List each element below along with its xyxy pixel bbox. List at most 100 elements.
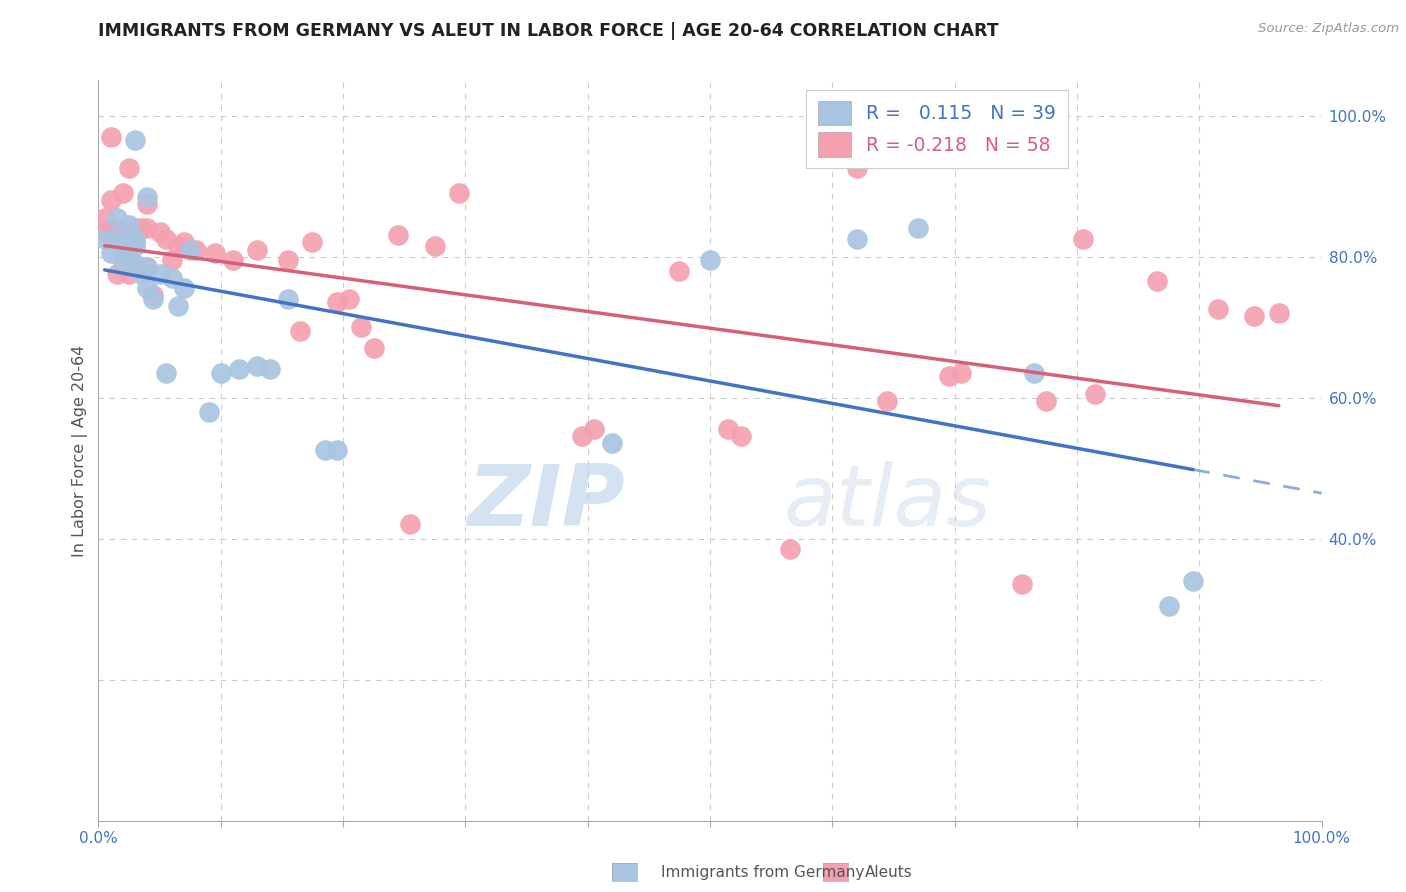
Point (179, 243, 201, 257)
Point (197, 405, 219, 419)
Point (167, 299, 190, 313)
Point (290, 324, 312, 338)
Point (136, 281, 159, 295)
Point (1146, 274, 1168, 288)
Point (423, 239, 446, 253)
Point (142, 288, 165, 302)
Point (1071, 232, 1094, 246)
Point (100, 225, 122, 239)
Point (105, 232, 128, 246)
Point (699, 253, 721, 268)
Point (1268, 306, 1291, 320)
Point (1035, 394, 1057, 409)
Point (845, 232, 868, 246)
Point (938, 369, 960, 384)
Point (779, 542, 801, 557)
Point (149, 267, 172, 281)
Point (1084, 387, 1107, 401)
Point (668, 263, 690, 277)
Point (111, 186, 134, 200)
Point (350, 320, 373, 334)
Point (93, 232, 115, 246)
Point (449, 186, 471, 200)
Point (124, 232, 146, 246)
Point (129, 267, 152, 281)
Point (209, 366, 232, 380)
Point (845, 161, 868, 176)
Point (124, 221, 146, 235)
Point (118, 161, 141, 176)
Point (129, 221, 152, 235)
Point (124, 239, 146, 253)
Point (222, 253, 245, 268)
Point (228, 362, 250, 376)
Point (717, 422, 740, 436)
Point (1157, 599, 1180, 613)
Point (105, 211, 128, 225)
Point (173, 235, 195, 250)
Point (111, 228, 134, 243)
Point (160, 253, 183, 268)
Point (582, 422, 605, 436)
Y-axis label: In Labor Force | Age 20-64: In Labor Force | Age 20-64 (72, 344, 87, 557)
Point (1011, 577, 1033, 591)
Text: Immigrants from Germany: Immigrants from Germany (661, 865, 865, 880)
Point (167, 239, 190, 253)
Point (111, 239, 134, 253)
Point (118, 235, 141, 250)
Point (118, 267, 141, 281)
Point (571, 429, 593, 443)
Point (105, 267, 128, 281)
Text: atlas: atlas (783, 461, 991, 544)
Point (155, 366, 177, 380)
Text: IMMIGRANTS FROM GERMANY VS ALEUT IN LABOR FORCE | AGE 20-64 CORRELATION CHART: IMMIGRANTS FROM GERMANY VS ALEUT IN LABO… (98, 22, 1000, 40)
Point (93, 211, 115, 225)
Point (160, 270, 183, 285)
Point (105, 225, 128, 239)
Point (136, 221, 159, 235)
Point (1024, 366, 1046, 380)
Legend: R =   0.115   N = 39, R = -0.218   N = 58: R = 0.115 N = 39, R = -0.218 N = 58 (807, 90, 1067, 168)
Point (337, 292, 360, 306)
Text: Source: ZipAtlas.com: Source: ZipAtlas.com (1258, 22, 1399, 36)
Point (155, 232, 177, 246)
Point (111, 253, 134, 268)
Point (124, 235, 146, 250)
Point (100, 193, 122, 207)
Point (136, 260, 159, 274)
Point (136, 260, 159, 274)
Point (246, 359, 269, 373)
Point (277, 292, 299, 306)
Point (124, 133, 146, 147)
Point (204, 246, 226, 260)
Point (124, 257, 146, 271)
Point (387, 228, 409, 243)
Point (1182, 574, 1205, 588)
Point (301, 235, 323, 250)
Point (111, 257, 134, 271)
Point (600, 436, 623, 450)
Point (314, 443, 336, 458)
Point (93, 225, 115, 239)
Point (907, 221, 929, 235)
Point (277, 253, 299, 268)
Point (186, 243, 208, 257)
Text: Aleuts: Aleuts (865, 865, 912, 880)
Point (136, 196, 159, 211)
Point (246, 243, 269, 257)
Point (259, 362, 281, 376)
Point (949, 366, 972, 380)
Point (1206, 302, 1229, 317)
Text: ZIP: ZIP (467, 461, 624, 544)
Point (124, 257, 146, 271)
Point (136, 189, 159, 203)
Point (326, 443, 349, 458)
Point (326, 295, 349, 310)
Point (876, 394, 898, 409)
Point (173, 281, 195, 295)
Point (1243, 310, 1265, 324)
Point (149, 225, 172, 239)
Point (363, 341, 385, 355)
Point (100, 246, 122, 260)
Point (399, 517, 422, 532)
